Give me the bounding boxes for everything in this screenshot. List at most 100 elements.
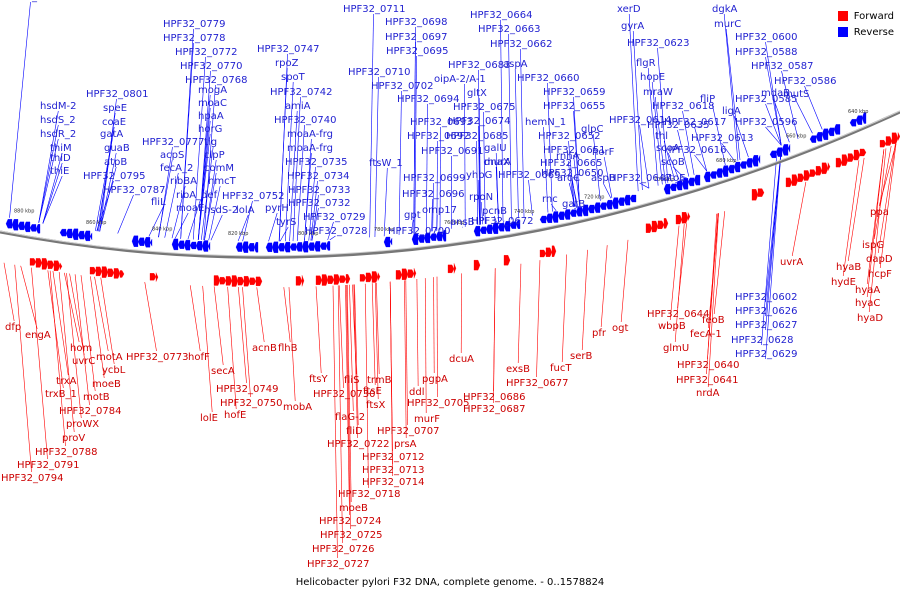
reverse-gene-label: HPF32_0695 — [386, 46, 448, 57]
reverse-connector-25 — [42, 152, 63, 224]
reverse-gene-label: hmcT — [208, 176, 237, 187]
reverse-gene-arrow-78 — [715, 168, 723, 178]
forward-gene-label: wbpB — [658, 321, 686, 332]
forward-gene-label: secA — [211, 366, 235, 377]
forward-gene-label: dapD — [866, 254, 893, 265]
reverse-connector-129 — [733, 115, 749, 158]
reverse-gene-label: oipA-2/A-1 — [434, 74, 486, 85]
reverse-connector-123 — [765, 41, 782, 146]
forward-gene-arrow-123 — [321, 274, 329, 286]
forward-gene-arrow-133 — [401, 268, 409, 280]
reverse-connector-82 — [480, 201, 484, 225]
reverse-connector-42 — [296, 124, 305, 241]
reverse-gene-label: rnc — [542, 194, 558, 205]
reverse-gene-arrow-67 — [617, 197, 625, 206]
forward-gene-label: ycbL — [102, 365, 126, 376]
forward-gene-label: dfp — [5, 322, 21, 333]
forward-gene-arrow-167 — [891, 132, 899, 144]
reverse-gene-label: ansB — [450, 217, 475, 228]
forward-gene-label: hom — [70, 343, 92, 354]
reverse-connector-31 — [171, 185, 186, 239]
forward-connector-13 — [49, 270, 66, 447]
forward-gene-label: HPF32_0784 — [59, 406, 121, 417]
forward-gene-label: lolE — [200, 413, 218, 424]
reverse-gene-label: atpB — [104, 157, 127, 168]
reverse-gene-label: HPF32_0651 — [543, 145, 605, 156]
reverse-gene-arrow-58 — [563, 209, 571, 220]
reverse-gene-label: HPF32_0588 — [735, 47, 797, 58]
reverse-gene-label: HPF32_0770 — [180, 61, 242, 72]
forward-gene-label: HPF32_0687 — [463, 404, 525, 415]
forward-connector-25 — [288, 287, 296, 402]
forward-connector-64 — [707, 213, 719, 388]
reverse-gene-label: HPF32_0587 — [751, 61, 813, 72]
forward-gene-label: ogt — [612, 323, 628, 334]
reverse-connector-23 — [38, 124, 59, 223]
forward-gene-label: HPF32_0730 — [313, 389, 375, 400]
reverse-gene-label: HPF32_0733 — [288, 185, 350, 196]
reverse-gene-label: HPF32_0728 — [305, 226, 367, 237]
forward-gene-arrow-115 — [231, 275, 239, 287]
reverse-connector-134 — [765, 149, 782, 331]
forward-gene-label: ftsE — [363, 386, 382, 397]
reverse-connector-93 — [573, 154, 580, 206]
reverse-connector-66 — [383, 167, 388, 237]
reverse-connector-51 — [268, 212, 278, 242]
reverse-connector-22 — [38, 110, 59, 223]
reverse-gene-label: HPF32_0647 — [609, 173, 671, 184]
reverse-connector-32 — [187, 199, 201, 240]
reverse-gene-arrow-8 — [71, 228, 79, 240]
reverse-gene-label: fecA_2 — [160, 163, 193, 174]
forward-gene-arrow-143 — [645, 223, 653, 233]
forward-gene-label: engA — [25, 330, 51, 341]
reverse-connector-126 — [804, 85, 823, 130]
forward-gene-arrow-137 — [453, 263, 457, 274]
reverse-gene-label: HPF32_0628 — [731, 335, 793, 346]
reverse-gene-label: HPF32_0768 — [185, 75, 247, 86]
forward-gene-label: HPF32_0724 — [319, 516, 381, 527]
forward-connector-32 — [349, 284, 354, 412]
reverse-gene-arrow-73 — [681, 178, 689, 190]
reverse-gene-arrow-93 — [827, 127, 835, 137]
reverse-connector-18 — [99, 152, 117, 232]
reverse-gene-arrow-61 — [581, 204, 589, 217]
forward-connector-56 — [581, 249, 588, 351]
reverse-connector-102 — [602, 182, 612, 199]
forward-gene-arrow-124 — [327, 275, 335, 284]
forward-gene-label: exsB — [506, 364, 530, 375]
forward-gene-arrow-138 — [473, 259, 481, 271]
forward-gene-arrow-147 — [675, 214, 683, 225]
forward-connector-1 — [20, 265, 38, 330]
forward-gene-arrow-107 — [107, 268, 115, 277]
reverse-connector-117 — [672, 166, 685, 179]
reverse-connector-119 — [711, 103, 726, 166]
forward-gene-label: dcuA — [449, 354, 474, 365]
reverse-gene-label: murC — [714, 19, 741, 30]
reverse-gene-label: rpoN — [469, 192, 493, 203]
forward-connector-46 — [424, 278, 427, 414]
forward-connector-34 — [353, 284, 358, 439]
forward-gene-label: pgpA — [422, 374, 448, 385]
reverse-gene-label: HPF32_0779 — [163, 19, 225, 30]
reverse-gene-arrow-25 — [247, 243, 255, 252]
reverse-gene-label: HPF32_0672 — [471, 216, 533, 227]
reverse-gene-arrow-45 — [441, 230, 447, 242]
reverse-gene-arrow-42 — [423, 232, 431, 244]
reverse-connector-90 — [573, 110, 580, 206]
reverse-connector-26 — [42, 162, 63, 224]
reverse-connector-44 — [304, 152, 312, 241]
reverse-gene-label: mraW — [643, 87, 673, 98]
forward-gene-label: HPF32_0718 — [338, 489, 400, 500]
forward-connector-71 — [879, 143, 897, 269]
forward-gene-label: moeB — [92, 379, 121, 390]
reverse-connector-36 — [237, 214, 249, 242]
forward-gene-arrow-104 — [89, 267, 97, 275]
reverse-gene-label: HPF32_0698 — [385, 17, 447, 28]
forward-gene-label: trmB — [367, 375, 392, 386]
forward-connector-30 — [376, 282, 380, 375]
reverse-connector-95 — [570, 167, 577, 207]
reverse-connector-88 — [547, 82, 553, 212]
reverse-gene-arrow-76 — [703, 171, 711, 183]
reverse-gene-arrow-88 — [781, 144, 789, 156]
reverse-gene-arrow-84 — [751, 155, 759, 167]
